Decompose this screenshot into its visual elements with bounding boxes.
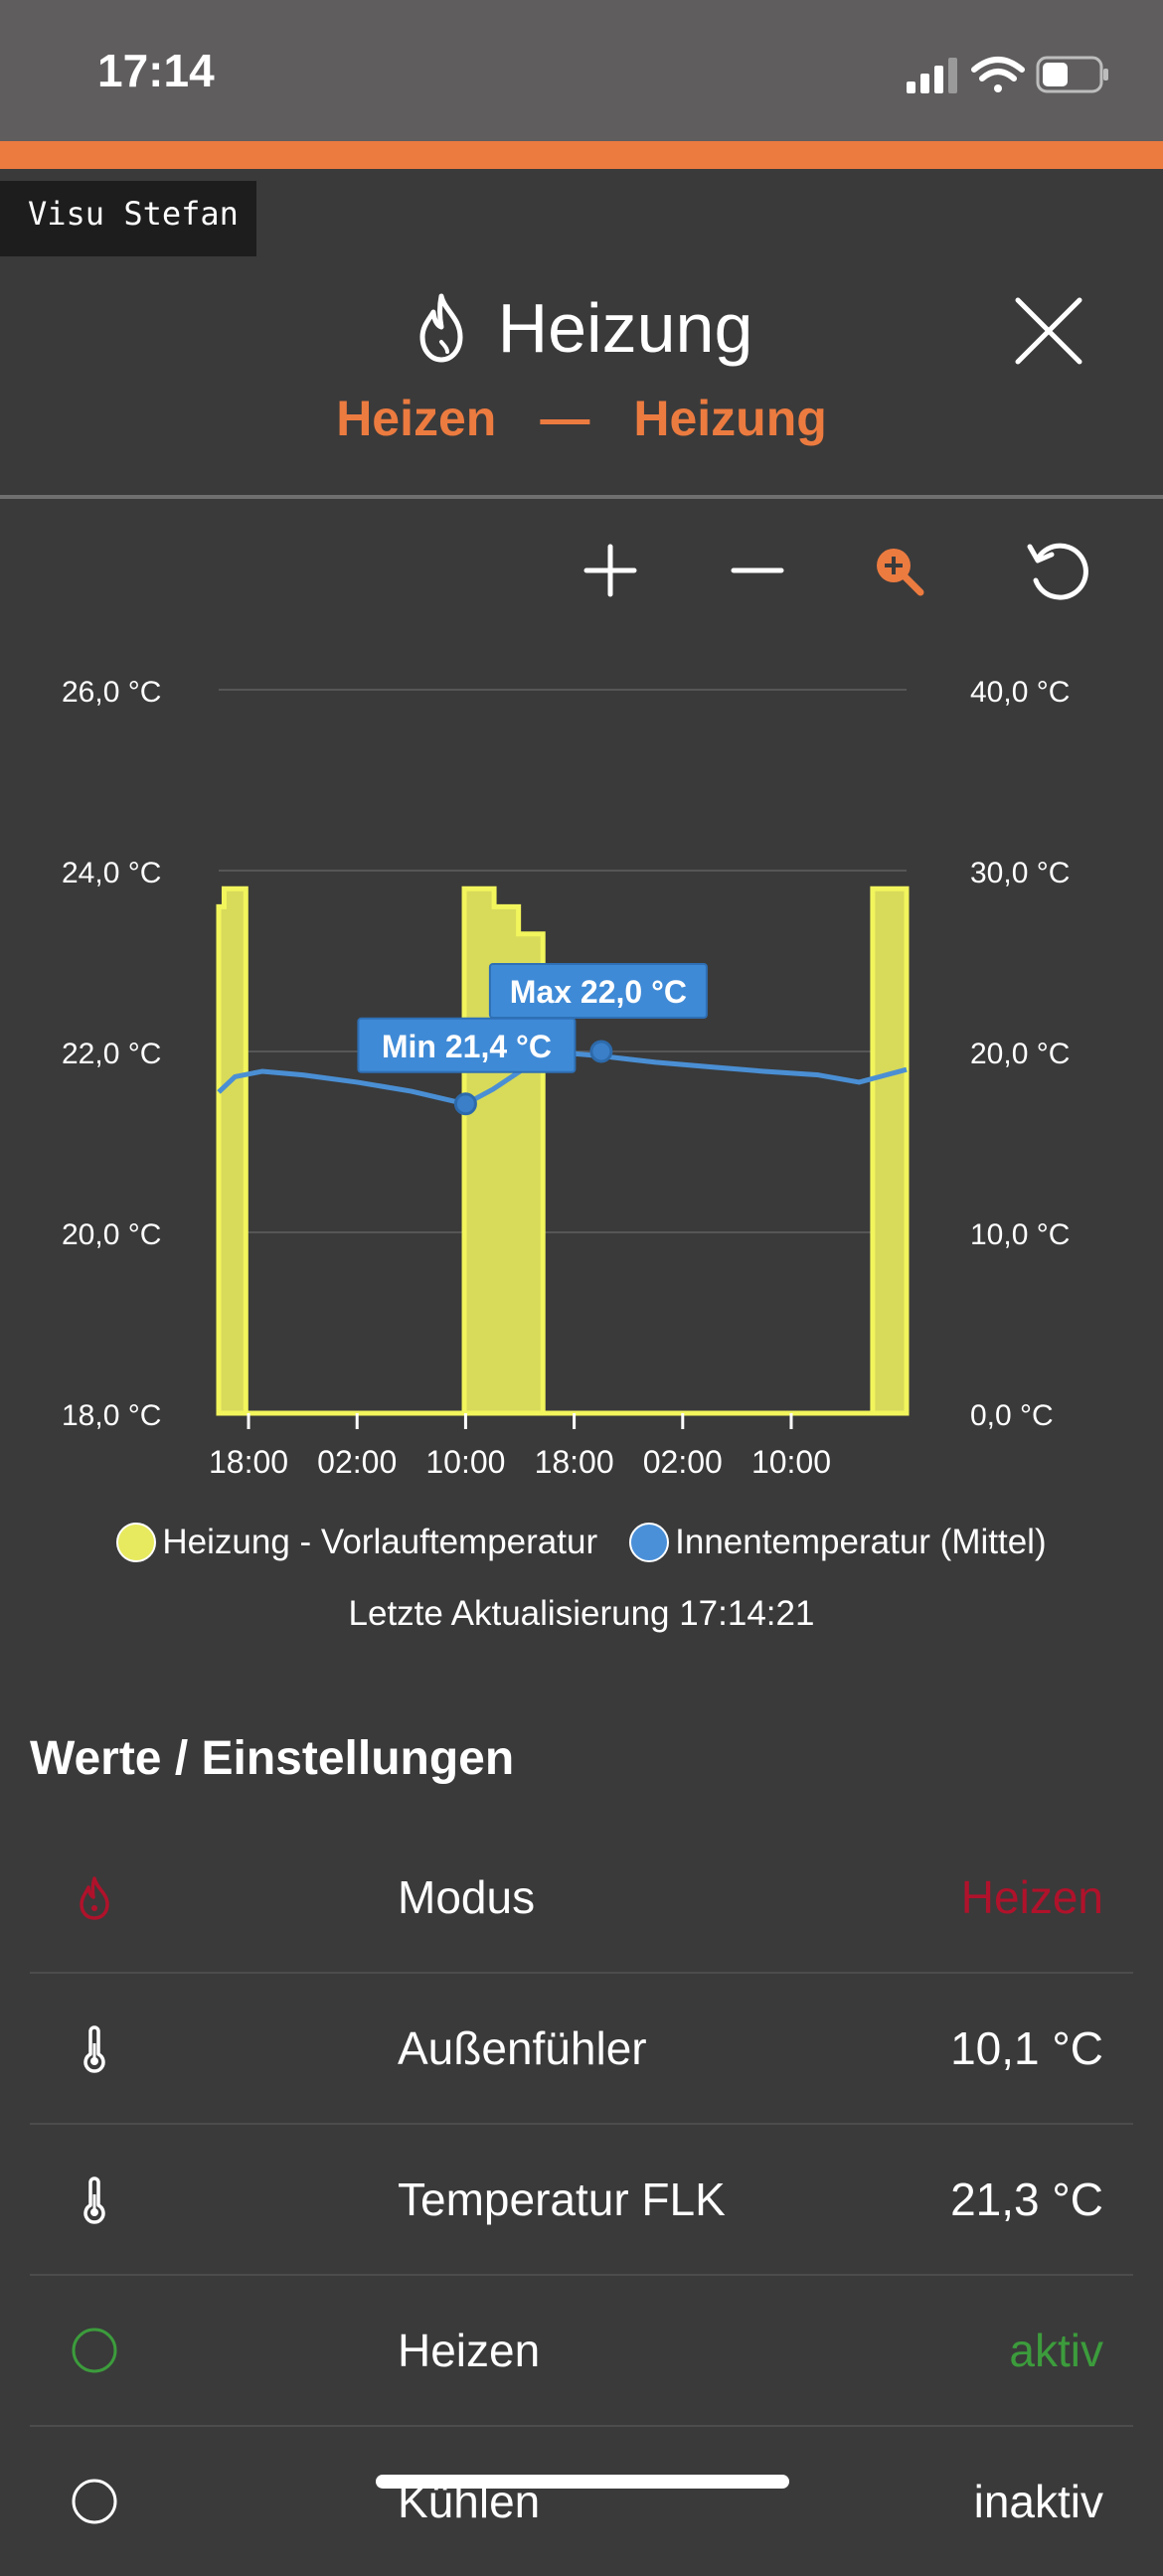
legend-item-flow-temperature[interactable]: Heizung - Vorlauftemperatur (116, 1523, 597, 1562)
y-left-tick-label: 18,0 °C (62, 1399, 161, 1432)
zoom-in-button[interactable] (579, 539, 642, 602)
flame-icon (80, 1876, 109, 1920)
settings-row-label: Temperatur FLK (398, 2174, 726, 2225)
app-header: Visu Stefan Heizung Heizen — Heizung (0, 169, 1163, 497)
settings-row-value: 21,3 °C (950, 2174, 1103, 2225)
settings-row-aussenfuehler[interactable]: Außenfühler 10,1 °C (30, 1974, 1133, 2125)
series-flow-temperature-area (216, 886, 910, 1416)
flame-icon (419, 293, 463, 363)
legend-dot-yellow (116, 1523, 157, 1562)
y-right-tick-label: 40,0 °C (970, 676, 1070, 709)
settings-row-heizen[interactable]: Heizen aktiv (30, 2276, 1133, 2427)
circle-icon (72, 2479, 117, 2524)
page-title: Heizung (497, 289, 753, 367)
x-tick-label: 10:00 (425, 1444, 505, 1480)
zoom-select-icon (877, 549, 924, 596)
accent-bar (0, 141, 1163, 169)
settings-row-label: Heizen (398, 2325, 541, 2376)
subtitle: Heizen — Heizung (0, 390, 1163, 447)
x-tick-label: 10:00 (751, 1444, 831, 1480)
reset-zoom-icon (1027, 543, 1088, 600)
y-right-tick-label: 0,0 °C (970, 1399, 1054, 1432)
settings-row-value: aktiv (1009, 2325, 1103, 2376)
section-title: Werte / Einstellungen (30, 1732, 515, 1785)
max-label: Max 22,0 °C (510, 974, 687, 1010)
x-tick-label: 18:00 (209, 1444, 288, 1480)
legend-label-flow-temperature: Heizung - Vorlauftemperatur (162, 1523, 598, 1561)
cellular-signal-icon (907, 58, 957, 93)
close-button[interactable] (1014, 296, 1083, 366)
temperature-chart[interactable]: 26,0 °C 24,0 °C 22,0 °C 20,0 °C 18,0 °C 40,0 … (0, 636, 1163, 1491)
y-right-tick-label: 30,0 °C (970, 857, 1070, 889)
settings-row-value: Heizen (960, 1871, 1103, 1923)
y-left-tick-label: 20,0 °C (62, 1218, 161, 1251)
settings-row-value: inaktiv (973, 2476, 1103, 2527)
status-bar: 17:14 (0, 0, 1163, 141)
header-divider (0, 495, 1163, 499)
settings-row-temperatur-flk[interactable]: Temperatur FLK 21,3 °C (30, 2125, 1133, 2276)
zoom-select-button[interactable] (867, 539, 930, 602)
zoom-out-button[interactable] (726, 539, 789, 602)
settings-row-label: Außenfühler (398, 2022, 647, 2074)
x-tick-label: 02:00 (317, 1444, 397, 1480)
min-marker (453, 1092, 477, 1116)
status-time: 17:14 (97, 45, 215, 96)
y-left-tick-label: 26,0 °C (62, 676, 161, 709)
thermometer-icon (83, 2025, 105, 2073)
x-tick-label: 18:00 (535, 1444, 614, 1480)
settings-row-kuehlen[interactable]: Kühlen inaktiv (30, 2427, 1133, 2576)
chart-container: 26,0 °C 24,0 °C 22,0 °C 20,0 °C 18,0 °C 40,0 … (0, 636, 1163, 1491)
y-right-tick-label: 10,0 °C (970, 1218, 1070, 1251)
reset-zoom-button[interactable] (1024, 537, 1093, 606)
title-row: Heizung (0, 288, 1163, 378)
circle-icon (72, 2328, 117, 2373)
settings-row-modus[interactable]: Modus Heizen (30, 1823, 1133, 1974)
chart-legend: Heizung - Vorlauftemperatur Innentempera… (0, 1515, 1163, 1570)
zoom-in-icon (583, 544, 637, 597)
visu-label: Visu Stefan (0, 181, 256, 256)
close-icon (1015, 297, 1082, 365)
last-update-text: Letzte Aktualisierung 17:14:21 (348, 1594, 815, 1633)
x-tick-label: 02:00 (643, 1444, 723, 1480)
subtitle-device: Heizung (633, 391, 827, 446)
legend-dot-blue (629, 1523, 670, 1562)
subtitle-separator: — (540, 391, 590, 446)
legend-item-indoor-temperature[interactable]: Innentemperatur (Mittel) (629, 1523, 1047, 1562)
status-icons (907, 56, 1108, 93)
min-label-box (357, 1017, 577, 1073)
subtitle-mode: Heizen (336, 391, 497, 446)
settings-row-value: 10,1 °C (950, 2022, 1103, 2074)
home-indicator (376, 2475, 789, 2489)
min-label: Min 21,4 °C (382, 1029, 552, 1064)
max-marker (589, 1040, 613, 1063)
y-left-tick-label: 24,0 °C (62, 857, 161, 889)
y-left-tick-label: 22,0 °C (62, 1038, 161, 1070)
legend-label-indoor-temperature: Innentemperatur (Mittel) (675, 1523, 1047, 1561)
battery-icon (1036, 56, 1108, 93)
chart-toolbar (0, 537, 1163, 606)
settings-list: Modus Heizen Außenfühler 10,1 °C Tempera… (30, 1823, 1133, 2576)
settings-row-label: Modus (398, 1871, 536, 1923)
wifi-icon (971, 57, 1025, 92)
max-label-box (488, 963, 708, 1019)
y-right-tick-label: 20,0 °C (970, 1038, 1070, 1070)
thermometer-icon (83, 2176, 105, 2224)
